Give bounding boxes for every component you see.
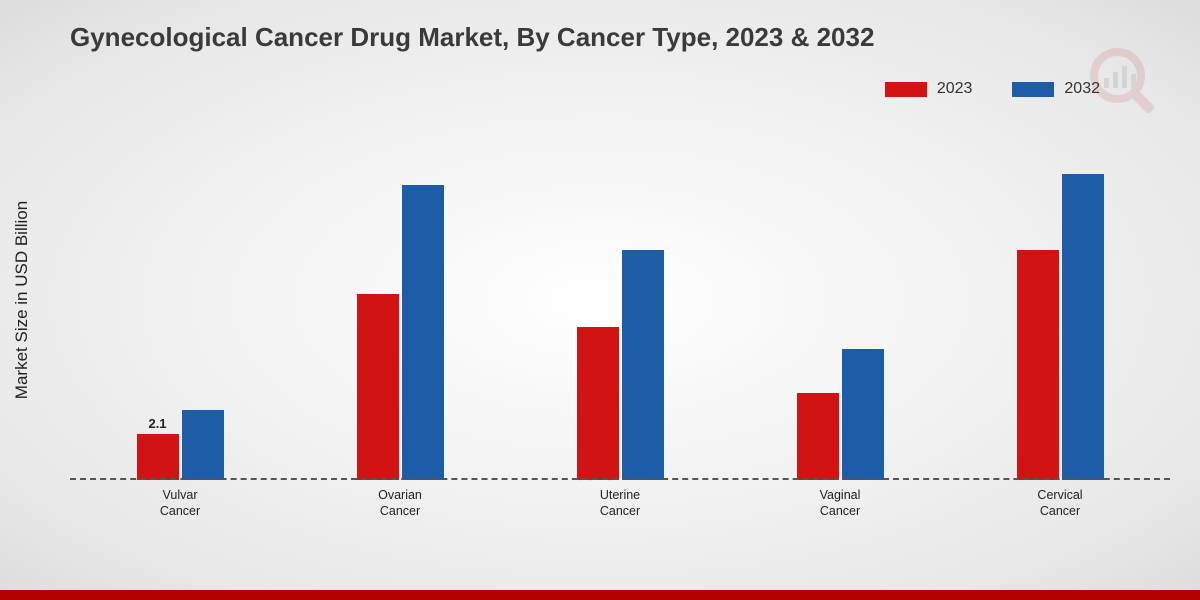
legend-label-2023: 2023 xyxy=(937,80,973,98)
bar-group xyxy=(357,185,444,480)
x-axis-label: OvarianCancer xyxy=(350,484,450,520)
footer-accent-bar xyxy=(0,590,1200,600)
bar-2032 xyxy=(402,185,444,480)
bar-groups: 2.1 xyxy=(70,130,1170,480)
chart-title: Gynecological Cancer Drug Market, By Can… xyxy=(70,22,874,53)
bar-group xyxy=(1017,174,1104,480)
legend: 2023 2032 xyxy=(885,80,1100,98)
legend-item-2032: 2032 xyxy=(1012,80,1100,98)
legend-swatch-2023 xyxy=(885,82,927,97)
bar-2032 xyxy=(1062,174,1104,480)
plot-area: 2.1 VulvarCancer OvarianCancer UterineCanc… xyxy=(70,130,1170,520)
x-axis-label: UterineCancer xyxy=(570,484,670,520)
y-axis-label: Market Size in USD Billion xyxy=(12,201,32,399)
bar-value-label: 2.1 xyxy=(148,416,166,431)
baseline xyxy=(70,478,1170,480)
bar-2032 xyxy=(842,349,884,480)
bar-2023: 2.1 xyxy=(137,434,179,480)
bar-2032 xyxy=(622,250,664,480)
x-axis-label: CervicalCancer xyxy=(1010,484,1110,520)
bar-2032 xyxy=(182,410,224,480)
bar-2023 xyxy=(1017,250,1059,480)
legend-item-2023: 2023 xyxy=(885,80,973,98)
bar-group: 2.1 xyxy=(137,410,224,480)
bar-2023 xyxy=(577,327,619,480)
bar-group xyxy=(577,250,664,480)
bar-2023 xyxy=(357,294,399,480)
legend-swatch-2032 xyxy=(1012,82,1054,97)
bar-2023 xyxy=(797,393,839,481)
x-axis-label: VulvarCancer xyxy=(130,484,230,520)
x-axis-labels: VulvarCancer OvarianCancer UterineCancer Va… xyxy=(70,484,1170,520)
x-axis-label: VaginalCancer xyxy=(790,484,890,520)
legend-label-2032: 2032 xyxy=(1064,80,1100,98)
bar-group xyxy=(797,349,884,480)
